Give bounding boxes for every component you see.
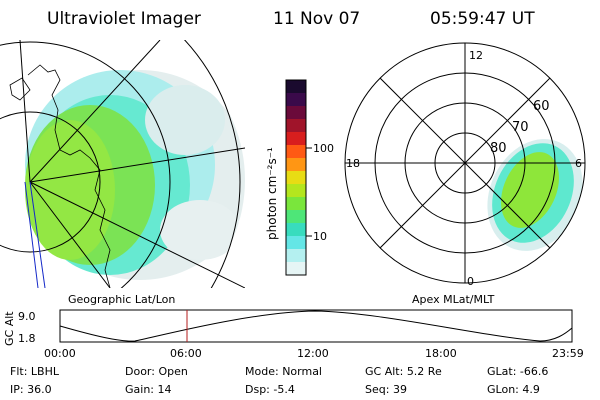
colorbar-band [286, 184, 306, 198]
meridian-blue [29, 181, 46, 288]
status-seq: Seq: 39 [365, 383, 407, 396]
time-label: 05:59:47 UT [430, 9, 535, 29]
alt-tick-low: 1.8 [18, 332, 36, 345]
x-tick-2359: 23:59 [552, 347, 584, 360]
colorbar-band [286, 119, 306, 133]
mlt-6: 6 [575, 157, 582, 170]
status-door: Door: Open [125, 365, 188, 378]
polar-plot-panel: 12 18 6 0 60 70 80 [344, 42, 586, 288]
colorbar-band [286, 145, 306, 159]
status-glon: GLon: 4.9 [487, 383, 540, 396]
x-tick-0000: 00:00 [44, 347, 76, 360]
colorbar-band [286, 262, 306, 276]
graticule [0, 40, 245, 288]
mlat-80: 80 [490, 141, 507, 156]
colorbar-band [286, 158, 306, 172]
colorbar: 100 10 photon cm⁻²s⁻¹ [265, 79, 334, 276]
left-panel-label: Geographic Lat/Lon [68, 293, 175, 306]
colorbar-tick-10: 10 [313, 230, 327, 243]
mlt-0: 0 [467, 275, 474, 288]
date-label: 11 Nov 07 [273, 9, 360, 29]
instrument-title: Ultraviolet Imager [47, 9, 201, 29]
status-ip: IP: 36.0 [10, 383, 52, 396]
x-tick-1200: 12:00 [297, 347, 329, 360]
status-gc-alt: GC Alt: 5.2 Re [365, 365, 442, 378]
colorbar-band [286, 106, 306, 120]
colorbar-tick-100: 100 [313, 142, 334, 155]
aurora-image-right [487, 139, 583, 251]
colorbar-band [286, 80, 306, 94]
aurora-image-left [25, 70, 245, 280]
colorbar-band [286, 249, 306, 263]
status-glat: GLat: -66.6 [487, 365, 548, 378]
altitude-strip: 9.0 1.8 GC Alt 00:00 06:00 12:00 18:00 2… [3, 309, 584, 360]
mlt-18: 18 [346, 157, 360, 170]
status-flt: Flt: LBHL [10, 365, 60, 378]
geographic-map-panel [0, 40, 245, 288]
colorbar-band [286, 223, 306, 237]
status-dsp: Dsp: -5.4 [245, 383, 295, 396]
colorbar-band [286, 132, 306, 146]
status-gain: Gain: 14 [125, 383, 172, 396]
mlt-12: 12 [469, 49, 483, 62]
colorbar-unit: photon cm⁻²s⁻¹ [265, 147, 279, 240]
right-panel-label: Apex MLat/MLT [412, 293, 495, 306]
alt-ylabel: GC Alt [3, 311, 16, 346]
colorbar-band [286, 197, 306, 211]
x-tick-1800: 18:00 [425, 347, 457, 360]
status-block: Flt: LBHL Door: Open Mode: Normal GC Alt… [10, 365, 548, 396]
coastline [9, 64, 111, 288]
colorbar-band [286, 93, 306, 107]
colorbar-band [286, 171, 306, 185]
mlat-60: 60 [533, 99, 550, 114]
altitude-curve [59, 310, 573, 342]
alt-tick-high: 9.0 [18, 310, 36, 323]
mlat-70: 70 [512, 120, 529, 135]
x-tick-0600: 06:00 [170, 347, 202, 360]
status-mode: Mode: Normal [245, 365, 322, 378]
colorbar-band [286, 210, 306, 224]
colorbar-band [286, 236, 306, 250]
